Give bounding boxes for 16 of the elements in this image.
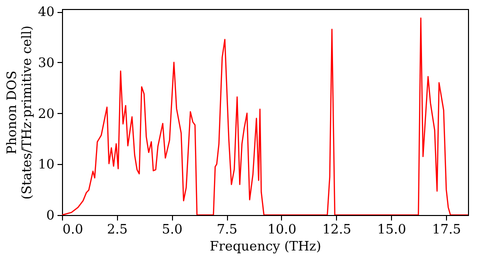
y-tick-label: 20 xyxy=(38,106,54,122)
x-tick-label: 7.5 xyxy=(216,222,238,238)
y-tick-label: 40 xyxy=(38,5,54,20)
x-axis-title: Frequency (THz) xyxy=(210,240,322,254)
x-tick-label: 0.0 xyxy=(62,222,84,238)
y-axis-title: Phonon DOS (States/THz·primitive cell) xyxy=(4,25,35,200)
y-tick-label: 10 xyxy=(38,158,54,173)
x-tick-label: 10.0 xyxy=(267,222,296,238)
y-tick-label: 0 xyxy=(46,208,54,224)
x-tick-label: 15.0 xyxy=(377,222,406,238)
x-tick-label: 2.5 xyxy=(107,222,128,238)
x-tick-label: 5.0 xyxy=(162,222,183,238)
y-tick-label: 30 xyxy=(38,56,54,71)
line-series xyxy=(62,18,468,215)
x-tick-label: 12.5 xyxy=(322,222,352,238)
x-tick-label: 17.5 xyxy=(432,222,462,238)
